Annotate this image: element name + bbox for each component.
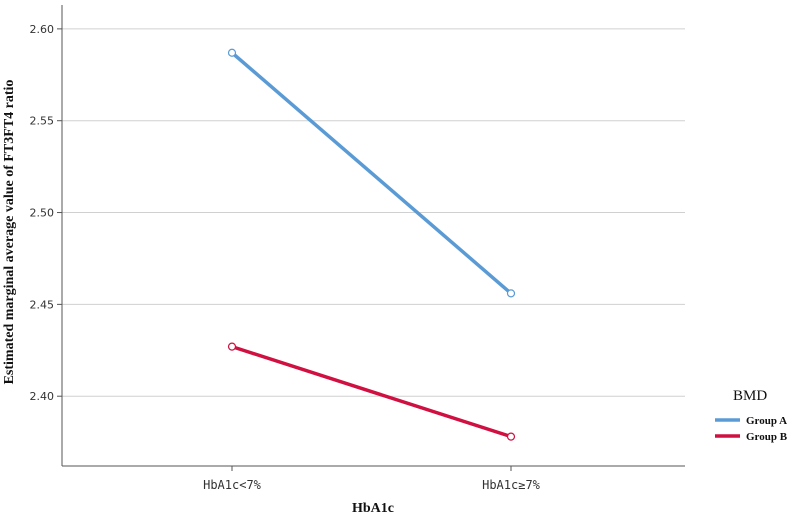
x-axis-title: HbA1c — [352, 501, 394, 516]
plot-series — [227, 48, 516, 441]
legend: BMD Group A Group B — [715, 388, 788, 443]
data-point — [506, 289, 516, 298]
y-tick-label: 2.45 — [30, 298, 55, 311]
gridlines — [62, 28, 685, 397]
y-tick-label: 2.55 — [30, 115, 55, 128]
series-line — [230, 51, 513, 296]
data-point — [506, 432, 516, 441]
y-axis-title: Estimated marginal average value of FT3F… — [2, 80, 17, 385]
y-tick-label: 2.60 — [30, 23, 55, 36]
y-axis: 2.40 2.45 2.50 2.55 2.60 — [30, 5, 63, 466]
x-tick-label: HbA1c<7% — [203, 478, 262, 492]
y-tick-label: 2.50 — [30, 207, 55, 220]
legend-label: Group B — [746, 431, 788, 443]
series-line — [230, 344, 513, 439]
x-tick-label: HbA1c≥7% — [482, 478, 541, 492]
legend-label: Group A — [746, 415, 787, 427]
legend-title: BMD — [733, 388, 767, 404]
x-axis: HbA1c<7% HbA1c≥7% — [62, 465, 685, 492]
data-point — [227, 342, 237, 351]
y-tick-label: 2.40 — [30, 390, 55, 403]
data-point — [227, 48, 237, 57]
